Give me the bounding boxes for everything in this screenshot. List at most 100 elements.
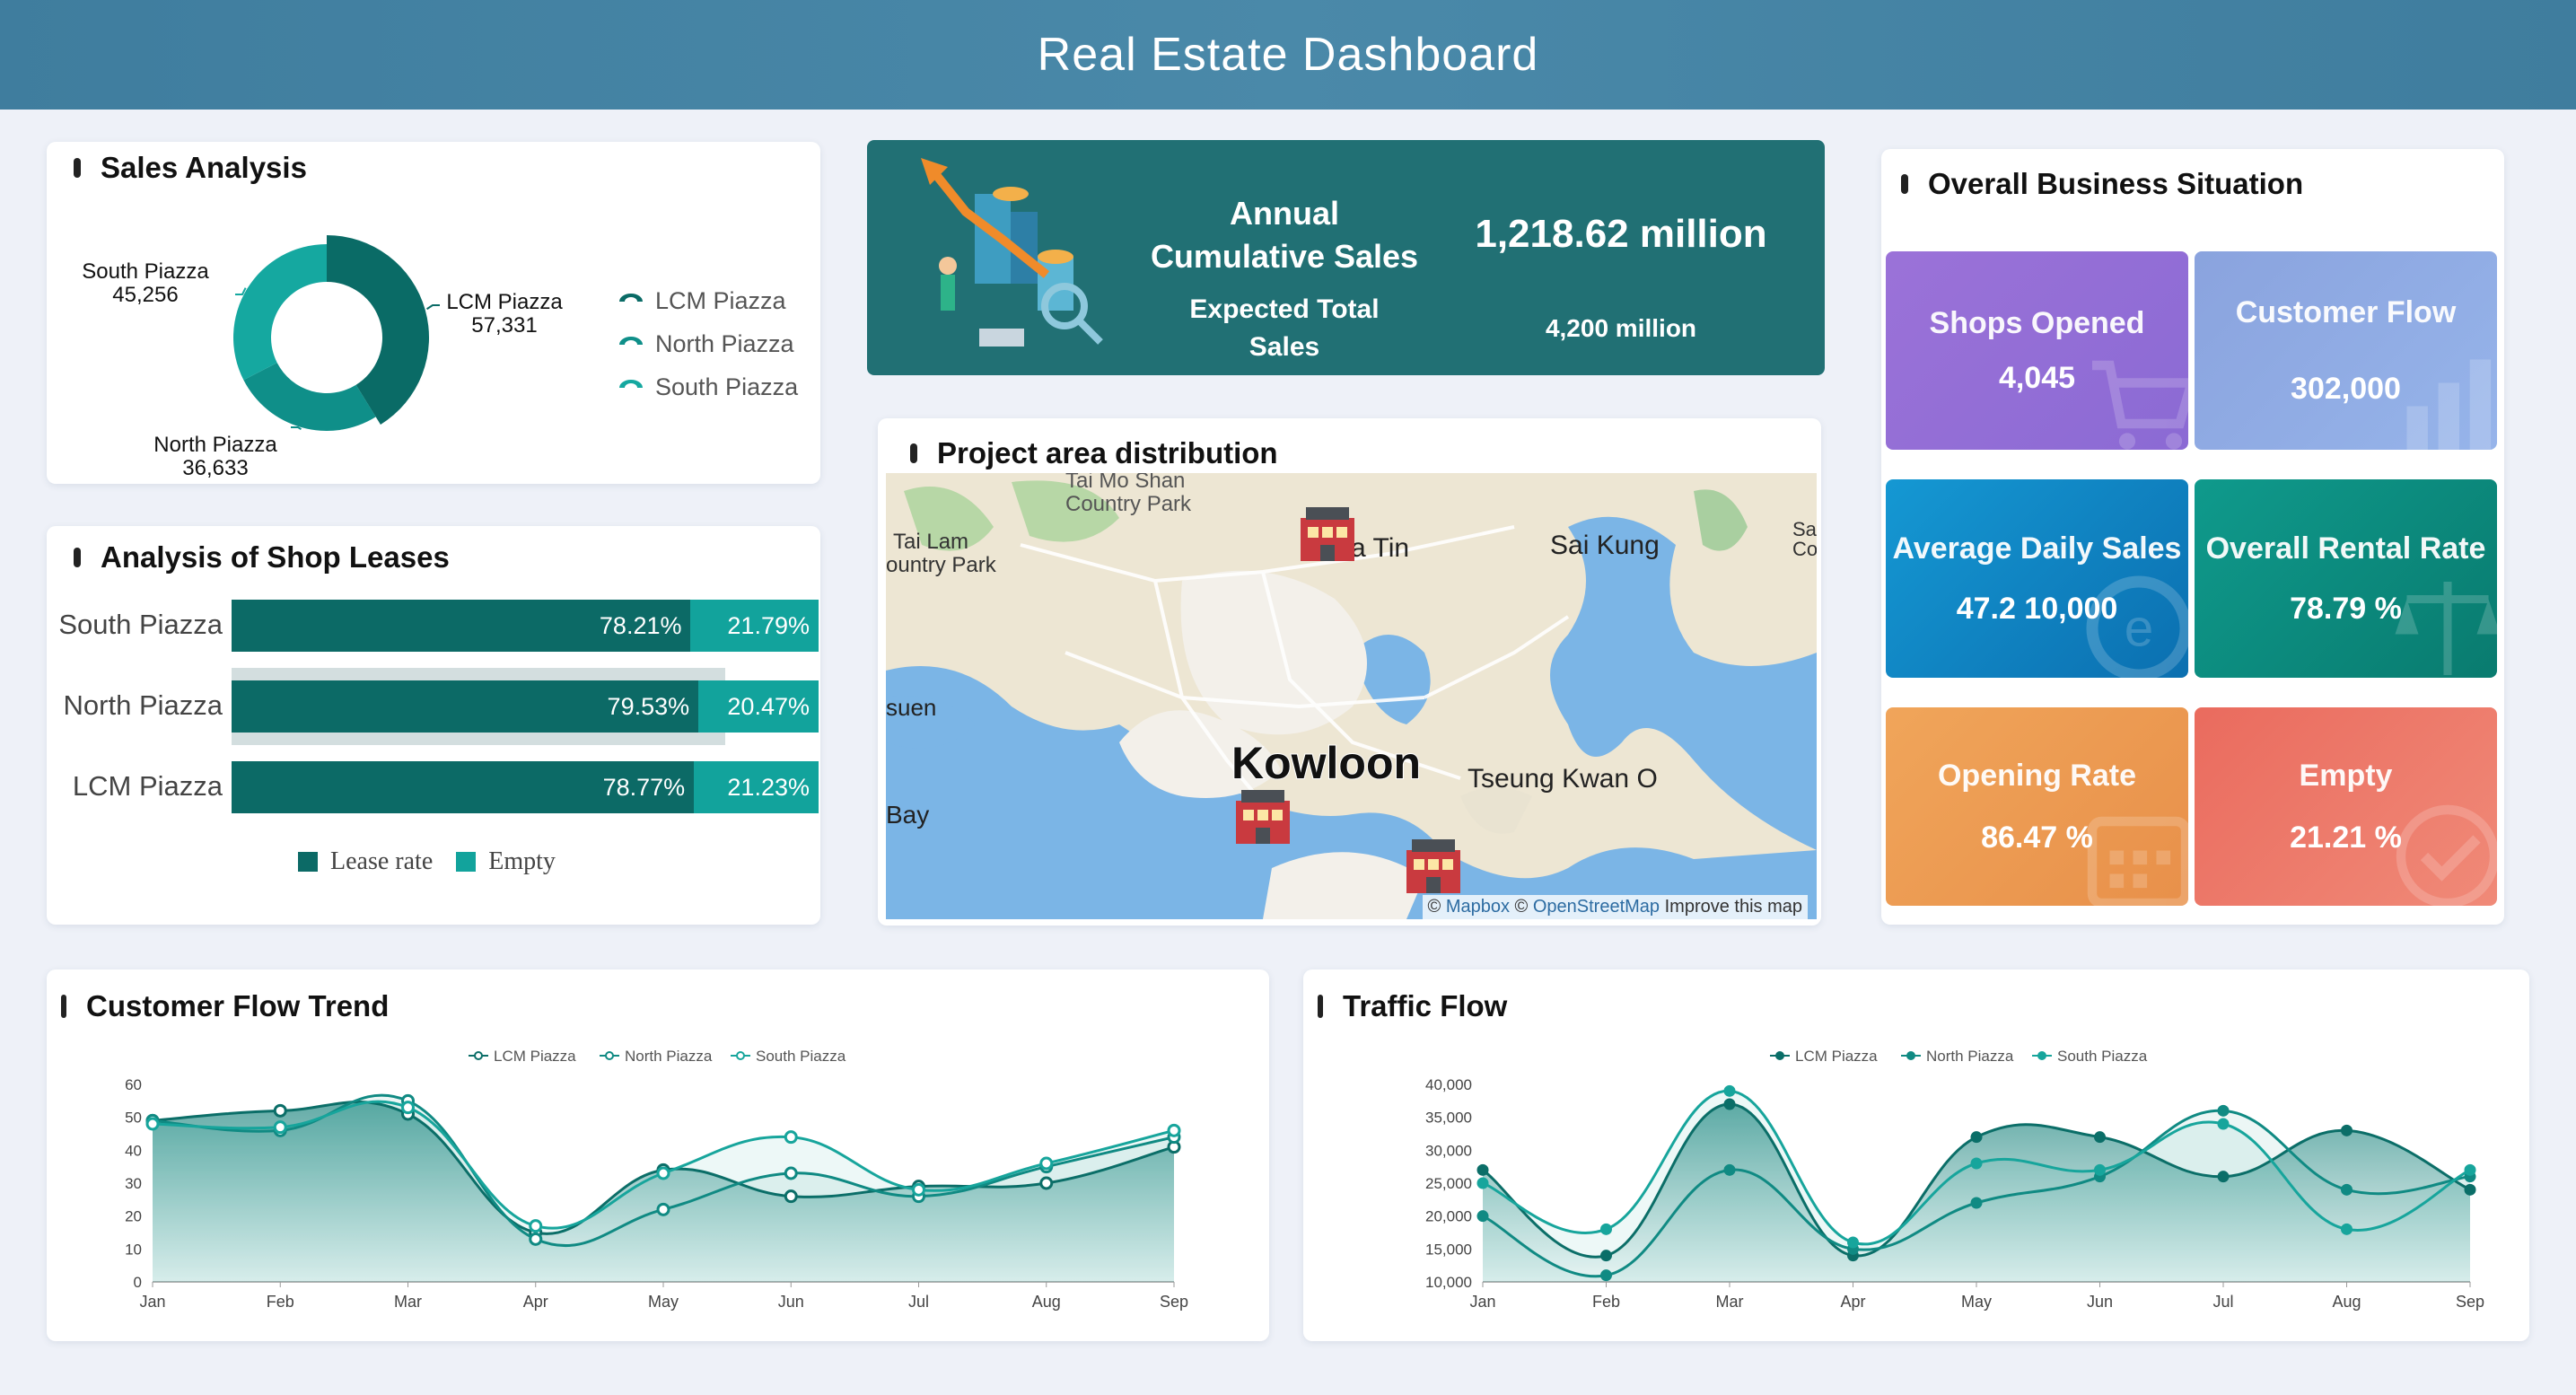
- map-label-kowloon: Kowloon: [1231, 738, 1421, 788]
- x-tick-label: Jan: [139, 1293, 165, 1311]
- y-tick-label: 10: [125, 1241, 142, 1258]
- series-area: [1483, 1104, 2470, 1282]
- data-point[interactable]: [401, 1101, 415, 1115]
- legend-item[interactable]: North Piazza: [600, 1048, 713, 1065]
- empty-rate-bar[interactable]: 21.23%: [694, 761, 819, 813]
- x-tick-label: Sep: [1160, 1293, 1188, 1311]
- data-point[interactable]: [1723, 1084, 1736, 1097]
- y-tick-label: 25,000: [1425, 1175, 1472, 1192]
- map-label-suen: suen: [886, 694, 936, 721]
- data-point[interactable]: [2464, 1183, 2476, 1196]
- x-tick-label: Jan: [1469, 1293, 1495, 1311]
- data-point[interactable]: [784, 1130, 798, 1145]
- series-area: [1483, 1110, 2470, 1282]
- data-point[interactable]: [2464, 1163, 2476, 1176]
- data-point[interactable]: [2217, 1171, 2230, 1183]
- lease-bar-chart: South Piazza 78.21% 21.79% North Piazza 79.5…: [47, 600, 820, 842]
- series-area: [153, 1095, 1174, 1282]
- legend-item[interactable]: LCM Piazza: [469, 1048, 576, 1065]
- kpi-value: 21.21 %: [2290, 820, 2402, 855]
- y-tick-label: 40,000: [1425, 1076, 1472, 1093]
- donut-slice-north-piazza[interactable]: [243, 363, 376, 431]
- lease-rate-bar[interactable]: 78.21%: [232, 600, 691, 652]
- y-tick-label: 35,000: [1425, 1110, 1472, 1127]
- donut-slice-south-piazza[interactable]: [233, 244, 327, 381]
- data-point[interactable]: [1970, 1131, 1983, 1144]
- data-point[interactable]: [2341, 1183, 2353, 1196]
- legend-item[interactable]: LCM Piazza: [1770, 1048, 1878, 1065]
- sales-analysis-title: Sales Analysis: [74, 151, 307, 185]
- legend-item[interactable]: South Piazza: [2032, 1048, 2148, 1065]
- data-point[interactable]: [912, 1182, 925, 1197]
- empty-rate-bar[interactable]: 20.47%: [698, 680, 819, 733]
- data-point[interactable]: [273, 1103, 287, 1118]
- y-tick-label: 40: [125, 1142, 142, 1159]
- data-point[interactable]: [1970, 1157, 1983, 1170]
- series-line-south-piazza: [1482, 1089, 2471, 1246]
- map-marker-sha-tin[interactable]: [1301, 507, 1354, 561]
- kpi-empty: Empty 21.21 %: [2195, 707, 2497, 906]
- data-point[interactable]: [1039, 1156, 1054, 1171]
- data-point[interactable]: [1723, 1098, 1736, 1110]
- svg-text:South Piazza: South Piazza: [2057, 1048, 2148, 1065]
- data-point[interactable]: [784, 1166, 798, 1180]
- data-point[interactable]: [2341, 1223, 2353, 1235]
- traffic-flow-panel: Traffic Flow 10,000 15,000 20,000 25,000 30,…: [1303, 969, 2529, 1341]
- kpi-label: Overall Rental Rate: [2205, 531, 2486, 566]
- svg-text:North Piazza: North Piazza: [1926, 1048, 2014, 1065]
- data-point[interactable]: [784, 1189, 798, 1204]
- data-point[interactable]: [2094, 1163, 2106, 1176]
- data-point[interactable]: [656, 1202, 670, 1216]
- data-point[interactable]: [2341, 1124, 2353, 1136]
- empty-rate-bar[interactable]: 21.79%: [690, 600, 819, 652]
- data-point[interactable]: [529, 1219, 543, 1233]
- x-tick-label: May: [648, 1293, 679, 1311]
- data-point[interactable]: [1476, 1163, 1489, 1176]
- data-point[interactable]: [273, 1120, 287, 1135]
- series-line-north-piazza: [1482, 1109, 2471, 1278]
- data-point[interactable]: [1600, 1250, 1612, 1262]
- openstreetmap-link[interactable]: OpenStreetMap: [1532, 897, 1660, 917]
- legend-item[interactable]: North Piazza: [1901, 1048, 2014, 1065]
- data-point[interactable]: [656, 1166, 670, 1180]
- donut-leader-line: [291, 426, 302, 430]
- donut-label-name: LCM Piazza: [446, 290, 563, 314]
- svg-text:LCM Piazza: LCM Piazza: [1795, 1048, 1878, 1065]
- data-point[interactable]: [1039, 1176, 1054, 1190]
- data-point[interactable]: [1476, 1177, 1489, 1189]
- legend-marker-icon: [619, 380, 643, 388]
- map-label-sha-tin: a Tin: [1351, 533, 1409, 563]
- donut-slice-lcm-piazza[interactable]: [327, 235, 429, 425]
- data-point[interactable]: [2217, 1104, 2230, 1117]
- legend-item[interactable]: South Piazza: [731, 1048, 846, 1065]
- y-tick-label: 60: [125, 1076, 142, 1093]
- map-canvas[interactable]: Tai Lam ountry Park Tai Mo Shan Country …: [886, 473, 1817, 919]
- svg-text:LCM Piazza: LCM Piazza: [494, 1048, 576, 1065]
- kpi-shops-opened: Shops Opened 4,045: [1886, 251, 2188, 450]
- data-point[interactable]: [2094, 1131, 2106, 1144]
- map-label-co: Co: [1792, 538, 1817, 560]
- lease-rate-bar[interactable]: 79.53%: [232, 680, 699, 733]
- series-area: [153, 1101, 1174, 1282]
- area-map[interactable]: Tai Lam ountry Park Tai Mo Shan Country …: [886, 473, 1817, 919]
- map-marker-east[interactable]: [1406, 839, 1460, 893]
- x-tick-label: Apr: [523, 1293, 548, 1311]
- cart-icon: [2092, 360, 2188, 450]
- data-point[interactable]: [1167, 1123, 1181, 1137]
- data-point[interactable]: [1476, 1210, 1489, 1223]
- mapbox-link[interactable]: Mapbox: [1445, 897, 1510, 917]
- check-circle-icon: [2396, 804, 2497, 906]
- data-point[interactable]: [2217, 1118, 2230, 1130]
- kpi-value: 86.47 %: [1981, 820, 2093, 855]
- data-point[interactable]: [1847, 1236, 1859, 1249]
- data-point[interactable]: [529, 1232, 543, 1246]
- data-point[interactable]: [1600, 1269, 1612, 1282]
- data-point[interactable]: [145, 1117, 160, 1131]
- data-point[interactable]: [1600, 1223, 1612, 1235]
- improve-map-link[interactable]: Improve this map: [1664, 897, 1802, 917]
- kpi-value: 302,000: [2291, 371, 2401, 406]
- data-point[interactable]: [1723, 1163, 1736, 1176]
- map-marker-kowloon[interactable]: [1236, 790, 1290, 844]
- lease-rate-bar[interactable]: 78.77%: [232, 761, 695, 813]
- data-point[interactable]: [1970, 1197, 1983, 1209]
